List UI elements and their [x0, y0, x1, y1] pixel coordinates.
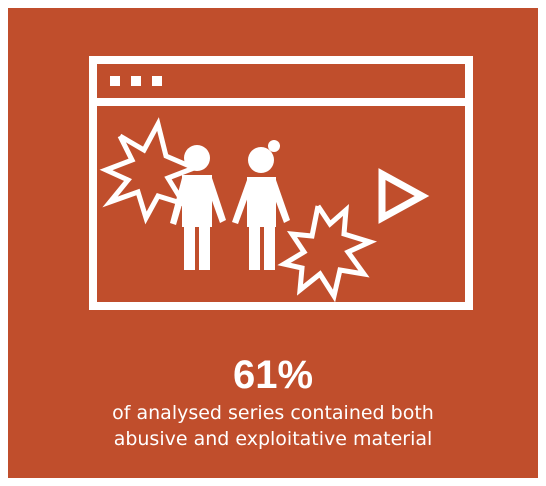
- infographic-card: 61% of analysed series contained both ab…: [8, 8, 538, 478]
- burst-icon: [99, 117, 201, 225]
- browser-video-illustration: [89, 56, 473, 310]
- stat-value: 61%: [232, 353, 314, 397]
- girl-figure-icon: [232, 140, 290, 270]
- stat-caption-line: of analysed series contained both: [112, 402, 434, 424]
- child-figure-icon: [170, 145, 226, 270]
- play-icon: [378, 168, 430, 224]
- burst-icon: [277, 204, 378, 303]
- browser-window-icon: [89, 56, 473, 310]
- window-dots-icon: [110, 76, 162, 86]
- stat-caption-line: abusive and exploitative material: [113, 428, 433, 450]
- stat-caption: of analysed series contained both abusiv…: [8, 400, 538, 452]
